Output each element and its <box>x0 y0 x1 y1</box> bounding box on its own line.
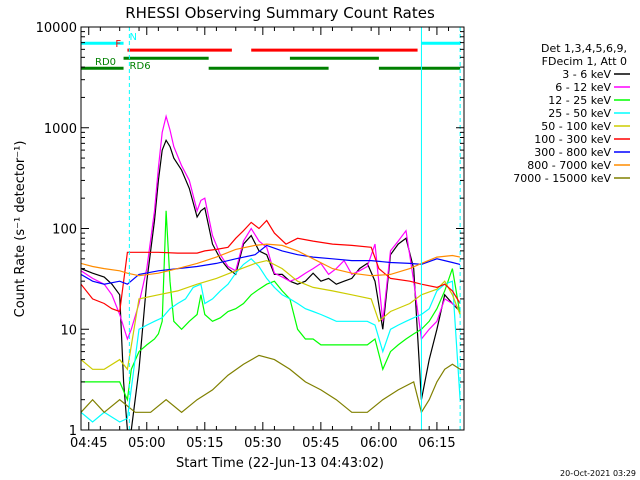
series-line <box>81 244 461 285</box>
legend-header: FDecim 1, Att 0 <box>542 55 627 68</box>
status-bars: NF RD0 RD6 <box>81 32 461 72</box>
status-label: F <box>115 39 121 50</box>
y-tick-label: 1000 <box>44 122 77 137</box>
series-line <box>81 258 461 423</box>
series-line <box>81 210 461 402</box>
legend-entry-label: 3 - 6 keV <box>562 68 611 81</box>
footer-timestamp: 20-Oct-2021 03:29 <box>560 469 636 478</box>
y-tick-label: 10 <box>60 323 77 338</box>
x-tick-label: 05:00 <box>128 436 165 451</box>
y-axis-label: Count Rate (s⁻¹ detector⁻¹) <box>13 141 28 318</box>
series-line <box>81 113 461 341</box>
x-axis-label: Start Time (22-Jun-13 04:43:02) <box>176 456 384 471</box>
legend-entry-label: 100 - 300 keV <box>534 133 611 146</box>
legend-entry-label: 6 - 12 keV <box>555 81 611 94</box>
legend-entry-label: 12 - 25 keV <box>548 94 611 107</box>
legend-entry-label: 25 - 50 keV <box>548 107 611 120</box>
y-tick-label: 10000 <box>36 21 77 36</box>
time-markers <box>80 27 461 430</box>
series-line <box>81 259 461 371</box>
chart-title: RHESSI Observing Summary Count Rates <box>125 4 435 22</box>
status-label: RD6 <box>130 61 151 72</box>
series-lines <box>81 113 461 430</box>
x-tick-label: 05:30 <box>244 436 281 451</box>
x-tick-label: 04:45 <box>70 436 107 451</box>
legend-entry-label: 50 - 100 keV <box>541 120 611 133</box>
y-tick-label: 1 <box>69 424 77 439</box>
series-line <box>81 219 461 313</box>
y-tick-label: 100 <box>52 223 77 238</box>
status-label: N <box>130 32 137 43</box>
legend-entry-label: 7000 - 15000 keV <box>513 172 611 185</box>
x-tick-label: 05:45 <box>302 436 339 451</box>
legend-header: Det 1,3,4,5,6,9, <box>541 42 627 55</box>
legend-entry-label: 800 - 7000 keV <box>527 159 611 172</box>
x-tick-label: 06:00 <box>360 436 397 451</box>
series-line <box>81 243 461 277</box>
series-line <box>81 138 461 430</box>
series-line <box>81 354 461 414</box>
legend-entry-label: 300 - 800 keV <box>534 146 611 159</box>
legend: Det 1,3,4,5,6,9,FDecim 1, Att 03 - 6 keV… <box>513 42 630 185</box>
x-tick-label: 06:15 <box>418 436 455 451</box>
axes: 1 10 100 1000 10000 04:45 05:00 05:15 05:30 05:45… <box>36 21 464 451</box>
x-tick-label: 05:15 <box>186 436 223 451</box>
status-label: RD0 <box>95 57 116 68</box>
